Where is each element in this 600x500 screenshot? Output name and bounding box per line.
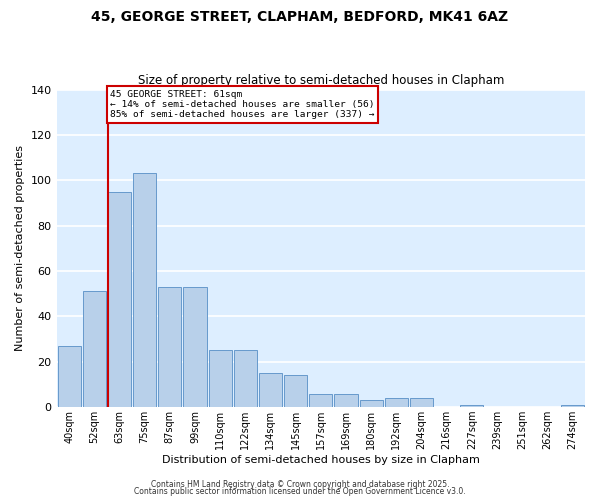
Text: 45, GEORGE STREET, CLAPHAM, BEDFORD, MK41 6AZ: 45, GEORGE STREET, CLAPHAM, BEDFORD, MK4… [91,10,509,24]
Bar [359,400,383,407]
Bar [234,350,257,407]
Bar [209,350,232,407]
Text: Contains HM Land Registry data © Crown copyright and database right 2025.: Contains HM Land Registry data © Crown c… [151,480,449,489]
Bar [133,174,156,407]
Bar [385,398,408,407]
Text: 45 GEORGE STREET: 61sqm
← 14% of semi-detached houses are smaller (56)
85% of se: 45 GEORGE STREET: 61sqm ← 14% of semi-de… [110,90,374,120]
Bar [83,292,106,407]
Title: Size of property relative to semi-detached houses in Clapham: Size of property relative to semi-detach… [137,74,504,87]
Bar [561,405,584,407]
Bar [460,405,484,407]
Bar [259,373,282,407]
X-axis label: Distribution of semi-detached houses by size in Clapham: Distribution of semi-detached houses by … [162,455,480,465]
Bar [410,398,433,407]
Bar [309,394,332,407]
Bar [184,287,206,407]
Bar [58,346,80,407]
Text: Contains public sector information licensed under the Open Government Licence v3: Contains public sector information licen… [134,487,466,496]
Bar [108,192,131,407]
Bar [158,287,181,407]
Y-axis label: Number of semi-detached properties: Number of semi-detached properties [15,146,25,352]
Bar [284,376,307,407]
Bar [334,394,358,407]
